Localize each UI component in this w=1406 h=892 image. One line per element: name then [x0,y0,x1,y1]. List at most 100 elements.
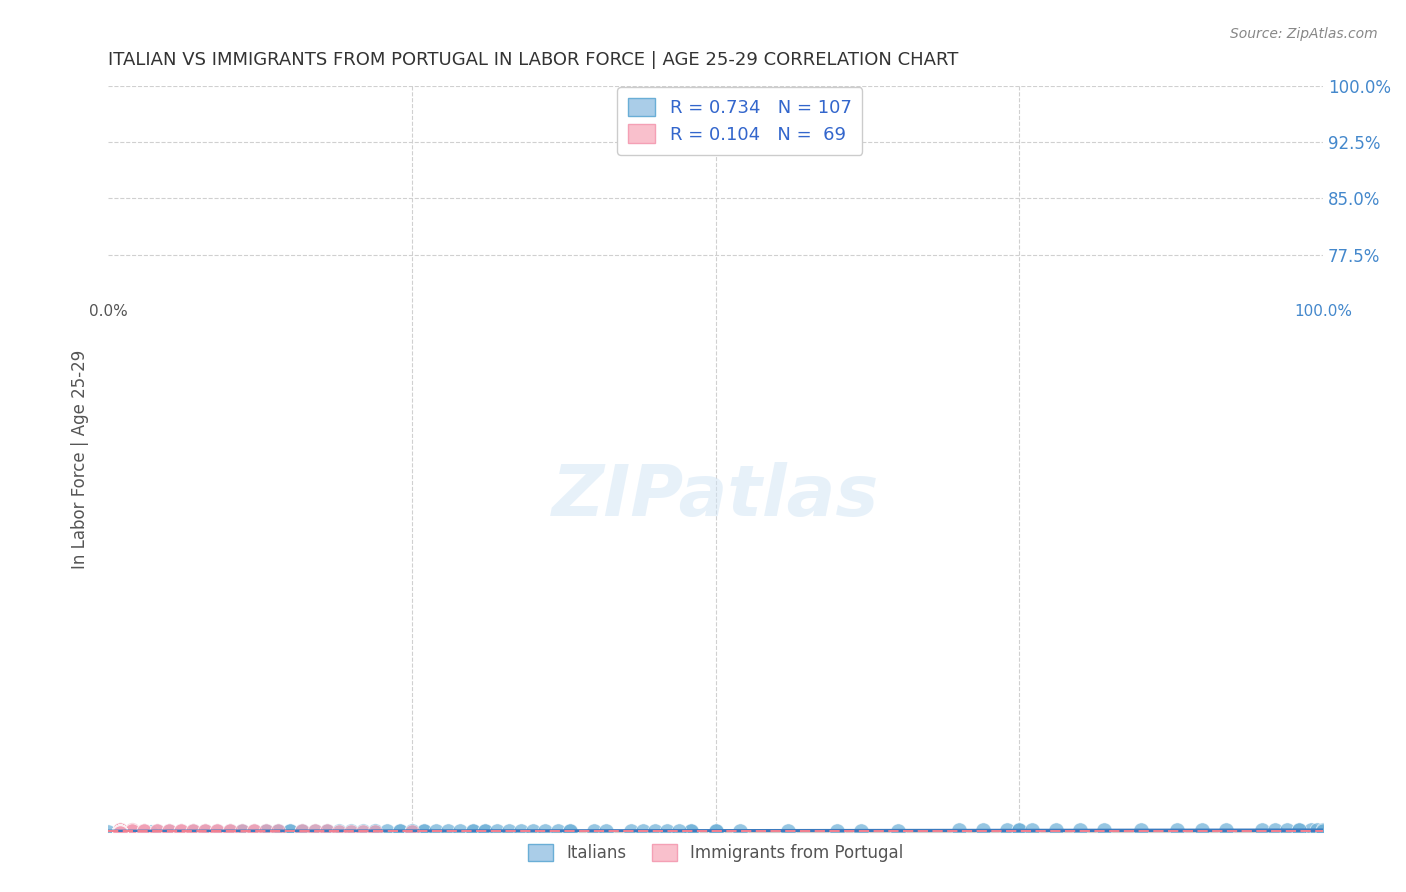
Point [108,825,131,839]
Point [243,824,266,838]
Point [1166,823,1188,838]
Point [595,823,617,838]
Point [181,824,204,838]
Point [1008,823,1031,838]
Point [437,824,460,838]
Point [108,824,131,838]
Point [1069,823,1091,838]
Point [108,824,131,838]
Point [218,824,240,838]
Point [278,824,301,838]
Point [328,824,350,838]
Point [510,823,533,838]
Point [170,824,193,838]
Point [340,824,363,838]
Point [522,823,544,838]
Point [108,824,131,838]
Point [267,824,290,838]
Point [108,824,131,838]
Point [291,824,314,838]
Point [121,823,143,838]
Point [401,824,423,838]
Point [194,824,217,838]
Point [108,825,131,839]
Point [194,824,217,838]
Point [704,824,727,838]
Point [315,824,337,838]
Point [304,824,326,838]
Point [108,823,131,838]
Point [474,824,496,838]
Point [243,824,266,838]
Point [170,824,193,838]
Point [170,824,193,838]
Point [1008,823,1031,838]
Point [108,825,131,839]
Point [145,823,167,838]
Point [218,824,240,838]
Point [157,824,180,838]
Point [267,824,290,838]
Point [851,823,873,838]
Point [681,823,703,838]
Point [352,824,374,838]
Point [170,824,193,838]
Point [134,823,156,838]
Point [231,824,253,838]
Point [218,824,240,838]
Point [254,824,277,838]
Point [1129,823,1152,838]
Y-axis label: In Labor Force | Age 25-29: In Labor Force | Age 25-29 [72,350,89,568]
Text: ITALIAN VS IMMIGRANTS FROM PORTUGAL IN LABOR FORCE | AGE 25-29 CORRELATION CHART: ITALIAN VS IMMIGRANTS FROM PORTUGAL IN L… [108,51,959,69]
Point [157,823,180,838]
Point [461,823,484,838]
Point [231,824,253,838]
Point [194,824,217,838]
Point [644,823,666,838]
Point [231,824,253,838]
Point [108,825,131,839]
Point [157,824,180,838]
Point [704,824,727,838]
Point [1312,824,1334,838]
Point [108,824,131,838]
Point [134,823,156,838]
Text: ZIPatlas: ZIPatlas [553,462,879,531]
Point [121,823,143,838]
Point [108,826,131,840]
Point [558,823,581,838]
Point [108,825,131,839]
Text: 100.0%: 100.0% [1294,303,1353,318]
Point [108,824,131,838]
Point [304,824,326,838]
Point [558,824,581,838]
Point [181,824,204,838]
Point [1263,823,1285,838]
Point [145,823,167,838]
Point [108,825,131,839]
Point [778,823,800,838]
Point [207,824,229,838]
Point [108,823,131,838]
Point [134,824,156,838]
Point [291,824,314,838]
Point [207,824,229,838]
Point [972,823,994,838]
Point [1299,823,1322,838]
Point [1045,823,1067,838]
Point [243,824,266,838]
Point [108,825,131,839]
Point [108,826,131,840]
Point [1191,823,1213,838]
Point [388,824,411,838]
Point [181,824,204,838]
Point [534,823,557,838]
Point [121,824,143,838]
Point [108,823,131,838]
Point [401,824,423,838]
Point [108,823,131,838]
Point [352,824,374,838]
Point [1092,823,1115,838]
Point [474,823,496,838]
Point [108,823,131,838]
